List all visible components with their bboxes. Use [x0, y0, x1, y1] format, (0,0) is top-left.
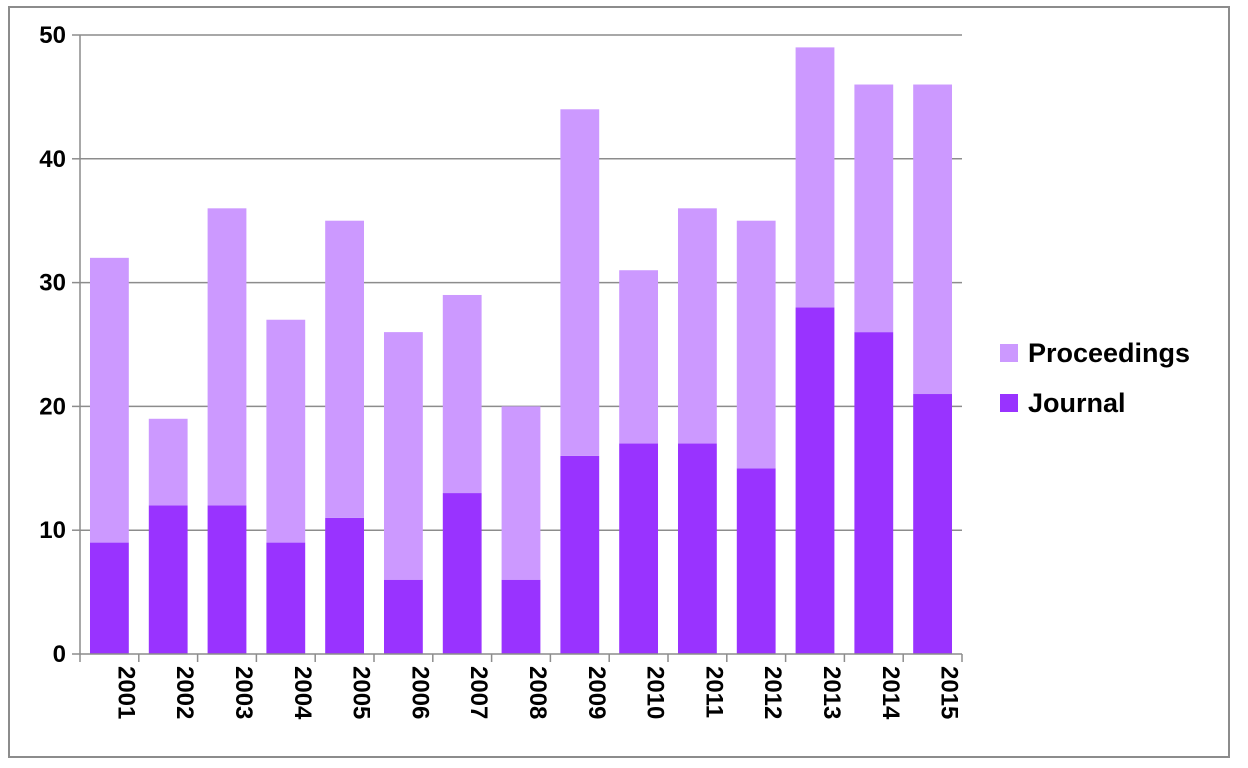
x-tick-label: 2008: [524, 666, 551, 719]
bar-proceedings-2009: [560, 109, 600, 456]
bar-proceedings-2004: [266, 319, 306, 543]
bar-journal-2009: [560, 455, 600, 654]
bar-journal-2005: [325, 517, 365, 654]
x-tick-labels: 2001 2002 2003 2004 2005 2006 2007 2008 2009 2010…: [112, 666, 962, 720]
bars: [89, 47, 953, 654]
x-tick-label: 2015: [936, 666, 963, 719]
bar-proceedings-2012: [736, 220, 776, 469]
bar-proceedings-2005: [325, 220, 365, 518]
bar-journal-2010: [619, 443, 659, 654]
bar-journal-2012: [736, 468, 776, 654]
x-tick-label: 2001: [112, 666, 139, 719]
x-tick-label: 2009: [583, 666, 610, 719]
x-tick-label: 2014: [877, 666, 904, 720]
bar-journal-2014: [854, 332, 894, 654]
y-tick-label: 30: [39, 270, 66, 297]
x-tick-label: 2003: [230, 666, 257, 719]
legend-swatch-proceedings: [1000, 344, 1018, 362]
bar-proceedings-2003: [207, 208, 247, 506]
bar-proceedings-2001: [89, 257, 129, 543]
bar-journal-2015: [913, 394, 953, 654]
x-tick-label: 2012: [759, 666, 786, 719]
x-tick-label: 2004: [289, 666, 316, 720]
bar-journal-2007: [442, 493, 482, 654]
y-tick-label: 40: [39, 146, 66, 173]
bar-proceedings-2008: [501, 406, 541, 580]
bar-journal-2004: [266, 542, 306, 654]
y-tick-label: 0: [53, 641, 66, 668]
bar-journal-2003: [207, 505, 247, 654]
bar-proceedings-2014: [854, 84, 894, 333]
y-tick-label: 50: [39, 22, 66, 49]
y-tick-labels: 0 10 20 30 40 50: [39, 22, 66, 668]
bar-journal-2011: [677, 443, 717, 654]
bar-journal-2006: [383, 579, 423, 654]
bar-proceedings-2013: [795, 47, 835, 308]
bar-proceedings-2007: [442, 294, 482, 494]
axes: [72, 34, 963, 662]
x-tick-label: 2010: [642, 666, 669, 719]
y-tick-label: 20: [39, 393, 66, 420]
x-tick-label: 2007: [465, 666, 492, 719]
bar-proceedings-2006: [383, 332, 423, 580]
legend-label-proceedings: Proceedings: [1028, 338, 1190, 368]
x-tick-label: 2002: [171, 666, 198, 719]
bar-proceedings-2010: [619, 270, 659, 444]
bar-proceedings-2002: [148, 418, 188, 506]
bar-proceedings-2015: [913, 84, 953, 395]
legend-label-journal: Journal: [1028, 388, 1126, 418]
x-tick-label: 2006: [406, 666, 433, 719]
bar-proceedings-2011: [677, 208, 717, 444]
bar-journal-2008: [501, 579, 541, 654]
legend: Proceedings Journal: [1000, 338, 1190, 418]
bar-journal-2001: [89, 542, 129, 654]
legend-swatch-journal: [1000, 394, 1018, 412]
x-tick-label: 2005: [348, 666, 375, 719]
x-tick-label: 2011: [700, 666, 727, 718]
y-tick-label: 10: [39, 517, 66, 544]
bar-journal-2013: [795, 307, 835, 654]
x-tick-label: 2013: [818, 666, 845, 719]
bar-journal-2002: [148, 505, 188, 654]
